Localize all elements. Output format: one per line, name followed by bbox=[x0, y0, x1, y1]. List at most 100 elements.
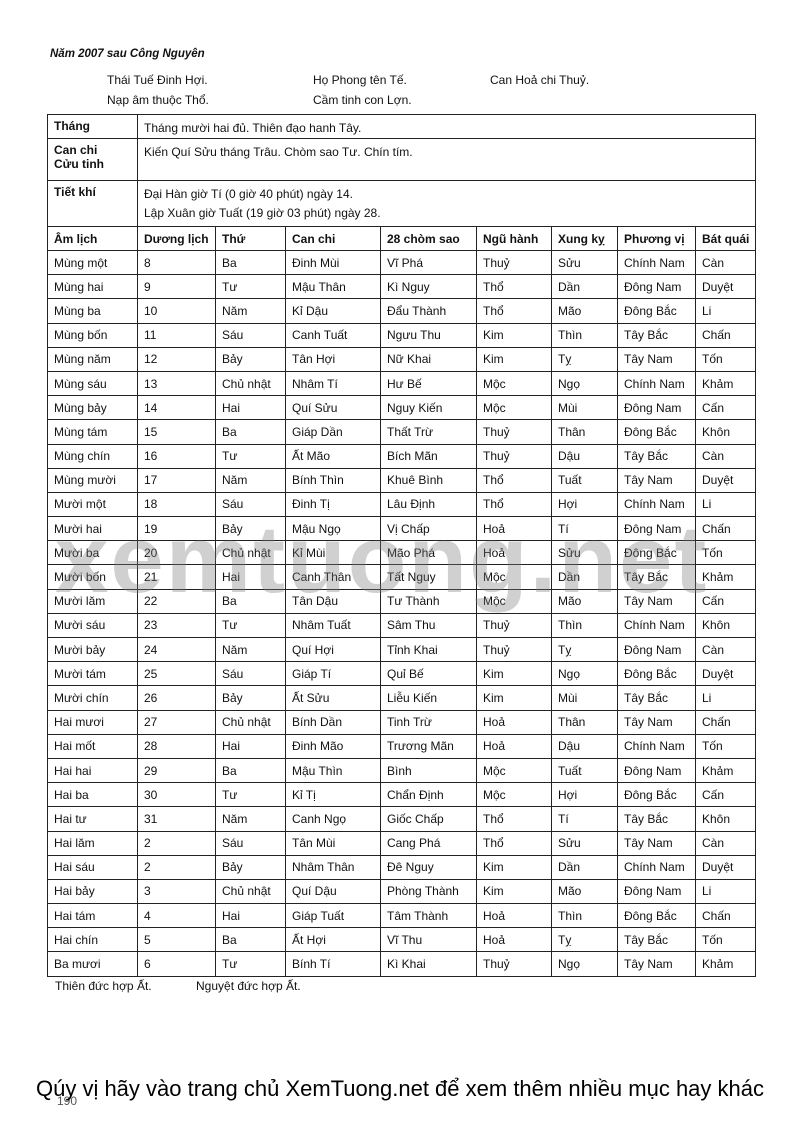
table-cell: Kim bbox=[476, 661, 552, 687]
table-cell: Thìn bbox=[551, 903, 618, 929]
table-cell: Tỉnh Khai bbox=[380, 636, 477, 663]
table-cell: 8 bbox=[137, 249, 216, 276]
table-cell: Đinh Mão bbox=[285, 733, 381, 759]
table-cell: Quỉ Bế bbox=[380, 661, 477, 687]
day-row: Mười hai 19 Bảy Mậu Ngọ Vị Chấp Hoả Tí Đông Nam… bbox=[47, 516, 756, 542]
table-cell: Tư Thành bbox=[380, 588, 477, 614]
table-cell: Ngưu Thu bbox=[380, 322, 477, 348]
table-cell: Hoả bbox=[476, 709, 552, 735]
day-row: Mười tám 25 Sáu Giáp Tí Quỉ Bế Kim Ngọ Đông Bắc… bbox=[47, 661, 756, 687]
table-cell: Hai hai bbox=[47, 757, 138, 784]
table-cell: Mão bbox=[551, 298, 618, 324]
table-cell: Bính Tí bbox=[285, 951, 381, 977]
table-cell: Thân bbox=[551, 709, 618, 735]
table-cell: Mão bbox=[551, 878, 618, 905]
table-cell: Khuê Bình bbox=[380, 467, 477, 493]
table-cell: Bính Dần bbox=[285, 709, 381, 735]
table-cell: Kì Nguy bbox=[380, 274, 477, 300]
table-cell: Mậu Thìn bbox=[285, 757, 381, 784]
column-header: Xung kỵ bbox=[551, 226, 618, 251]
table-cell: Mùng bảy bbox=[47, 395, 138, 421]
header-info: Thái Tuế Đinh Hợi. bbox=[107, 73, 208, 87]
table-cell: Năm bbox=[215, 298, 286, 324]
table-cell: Hai bbox=[215, 733, 286, 759]
table-cell: Chủ nhật bbox=[215, 878, 286, 905]
info-content-cell: Tháng mười hai đủ. Thiên đạo hanh Tây. bbox=[137, 114, 756, 139]
table-cell: Bính Thìn bbox=[285, 467, 381, 493]
table-cell: Đông Nam bbox=[617, 757, 696, 784]
table-cell: Đông Bắc bbox=[617, 782, 696, 808]
day-row: Hai bảy 3 Chủ nhật Quí Dậu Phòng Thành Kim Mão… bbox=[47, 878, 756, 905]
calendar-table: Tháng Tháng mười hai đủ. Thiên đạo hanh T… bbox=[47, 114, 756, 977]
table-cell: Chấn bbox=[695, 322, 756, 348]
day-row: Mười chín 26 Bảy Ất Sửu Liễu Kiến Kim Mùi Tây B… bbox=[47, 685, 756, 711]
table-cell: 4 bbox=[137, 903, 216, 929]
table-cell: Mùng ba bbox=[47, 298, 138, 324]
table-cell: Khôn bbox=[695, 612, 756, 639]
table-cell: Thất Trừ bbox=[380, 419, 477, 445]
table-cell: Nhâm Tí bbox=[285, 370, 381, 397]
day-row: Mùng sáu 13 Chủ nhật Nhâm Tí Hư Bế Mộc Ngọ Chín… bbox=[47, 370, 756, 397]
table-cell: Hai bảy bbox=[47, 878, 138, 905]
table-cell: Đông Nam bbox=[617, 395, 696, 421]
table-cell: Vị Chấp bbox=[380, 516, 477, 542]
table-cell: 23 bbox=[137, 612, 216, 639]
table-cell: Đông Nam bbox=[617, 636, 696, 663]
table-cell: Quí Sửu bbox=[285, 395, 381, 421]
table-cell: Khảm bbox=[695, 757, 756, 784]
table-cell: 31 bbox=[137, 806, 216, 832]
info-row: Tiết khí Đại Hàn giờ Tí (0 giờ 40 phút) n… bbox=[47, 180, 756, 227]
table-cell: Hoả bbox=[476, 903, 552, 929]
table-cell: Hai bbox=[215, 395, 286, 421]
table-cell: Mộc bbox=[476, 395, 552, 421]
day-row: Mùng năm 12 Bảy Tân Hợi Nữ Khai Kim Tỵ Tây Nam T… bbox=[47, 346, 756, 372]
table-cell: Mão bbox=[551, 588, 618, 614]
table-cell: Tỵ bbox=[551, 636, 618, 663]
table-cell: Tỵ bbox=[551, 927, 618, 953]
table-cell: Đinh Mùi bbox=[285, 249, 381, 276]
table-cell: 15 bbox=[137, 419, 216, 445]
table-cell: 20 bbox=[137, 540, 216, 566]
table-cell: Bảy bbox=[215, 685, 286, 711]
table-cell: Ất Sửu bbox=[285, 685, 381, 711]
table-cell: 5 bbox=[137, 927, 216, 953]
table-cell: Đông Bắc bbox=[617, 903, 696, 929]
info-text: Tháng mười hai đủ. Thiên đạo hanh Tây. bbox=[144, 121, 362, 135]
table-cell: Tư bbox=[215, 612, 286, 639]
table-cell: Sâm Thu bbox=[380, 612, 477, 639]
day-row: Mùng hai 9 Tư Mậu Thân Kì Nguy Thổ Dần Đông Nam… bbox=[47, 274, 756, 300]
table-cell: Đông Bắc bbox=[617, 298, 696, 324]
table-cell: Dậu bbox=[551, 733, 618, 759]
table-cell: Sáu bbox=[215, 491, 286, 518]
table-cell: Tuất bbox=[551, 467, 618, 493]
table-cell: Mùng bốn bbox=[47, 322, 138, 348]
table-cell: Kim bbox=[476, 878, 552, 905]
table-cell: Mười ba bbox=[47, 540, 138, 566]
table-cell: Tí bbox=[551, 516, 618, 542]
table-cell: Năm bbox=[215, 636, 286, 663]
table-cell: Chấn bbox=[695, 903, 756, 929]
day-row: Hai chín 5 Ba Ất Hợi Vĩ Thu Hoả Tỵ Tây Bắc Tốn bbox=[47, 927, 756, 953]
table-cell: Kỉ Tị bbox=[285, 782, 381, 808]
table-cell: Chính Nam bbox=[617, 854, 696, 880]
table-cell: Kỉ Mùi bbox=[285, 540, 381, 566]
table-cell: Chẩn Định bbox=[380, 782, 477, 808]
info-label-cell: Tháng bbox=[47, 114, 138, 139]
day-row: Mùng ba 10 Năm Kỉ Dậu Đẩu Thành Thổ Mão Đông Bắ… bbox=[47, 298, 756, 324]
table-cell: Mùng một bbox=[47, 249, 138, 276]
day-row: Hai ba 30 Tư Kỉ Tị Chẩn Định Mộc Hợi Đông Bắc Cấ… bbox=[47, 782, 756, 808]
table-cell: 28 bbox=[137, 733, 216, 759]
table-cell: Kỉ Dậu bbox=[285, 298, 381, 324]
table-cell: Liễu Kiến bbox=[380, 685, 477, 711]
table-cell: Đinh Tị bbox=[285, 491, 381, 518]
table-cell: Ba bbox=[215, 588, 286, 614]
day-row: Mười bốn 21 Hai Canh Thân Tất Nguy Mộc Dần Tây … bbox=[47, 564, 756, 590]
info-content-cell: Đại Hàn giờ Tí (0 giờ 40 phút) ngày 14. L… bbox=[137, 180, 756, 227]
table-cell: Li bbox=[695, 298, 756, 324]
table-cell: Đông Bắc bbox=[617, 540, 696, 566]
table-cell: 6 bbox=[137, 951, 216, 977]
table-cell: Tốn bbox=[695, 927, 756, 953]
table-cell: Mộc bbox=[476, 370, 552, 397]
page-number: 190 bbox=[57, 1094, 78, 1108]
table-cell: Hoả bbox=[476, 516, 552, 542]
